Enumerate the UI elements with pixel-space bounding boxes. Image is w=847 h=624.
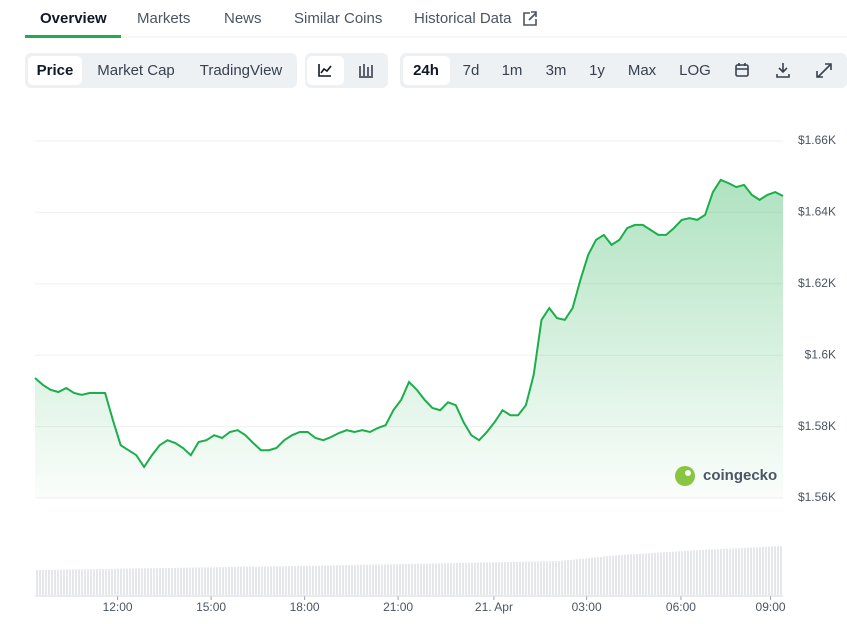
x-tick-label: 06:00	[666, 600, 696, 614]
y-tick-label: $1.56K	[798, 490, 836, 504]
line-icon[interactable]	[318, 64, 332, 77]
download-icon[interactable]	[776, 63, 790, 78]
x-tick-label: 12:00	[103, 600, 133, 614]
x-tick-label: 18:00	[290, 600, 320, 614]
external-link-icon	[523, 11, 537, 26]
tab[interactable]: Overview	[40, 10, 107, 27]
tab[interactable]: Similar Coins	[294, 10, 382, 27]
active-button	[403, 56, 450, 85]
x-tick-label: 03:00	[572, 600, 602, 614]
y-tick-label: $1.6K	[805, 347, 836, 361]
y-tick-label: $1.62K	[798, 276, 836, 290]
range-button[interactable]: Max	[628, 62, 657, 79]
active-button	[28, 56, 82, 85]
range-button[interactable]: 1m	[502, 62, 523, 79]
x-tick-label: 21. Apr	[475, 600, 513, 614]
tab-underline	[25, 35, 121, 38]
price-area	[35, 179, 783, 498]
y-tick-label: $1.66K	[798, 133, 836, 147]
expand-icon[interactable]	[816, 63, 832, 78]
y-tick-label: $1.64K	[798, 205, 836, 219]
tab[interactable]: Markets	[137, 10, 190, 27]
volume-bars	[35, 546, 783, 595]
chart-kind-button[interactable]: TradingView	[200, 62, 283, 79]
watermark: coingecko	[703, 467, 777, 484]
x-tick-label: 09:00	[756, 600, 786, 614]
range-button[interactable]: 1y	[589, 62, 605, 79]
range-button[interactable]: 3m	[546, 62, 567, 79]
x-tick-label: 21:00	[383, 600, 413, 614]
range-button[interactable]: 24h	[413, 62, 439, 79]
candle-icon[interactable]	[359, 64, 373, 78]
range-group	[400, 53, 847, 88]
calendar-icon[interactable]	[735, 63, 749, 77]
range-button[interactable]: LOG	[679, 62, 711, 79]
kind-group	[25, 53, 297, 88]
x-tick-label: 15:00	[196, 600, 226, 614]
chart-kind-button[interactable]: Market Cap	[97, 62, 175, 79]
range-button[interactable]: 7d	[463, 62, 480, 79]
chart-kind-button[interactable]: Price	[37, 62, 74, 79]
tab[interactable]: Historical Data	[414, 10, 512, 27]
tab[interactable]: News	[224, 10, 262, 27]
y-tick-label: $1.58K	[798, 419, 836, 433]
price-line	[34, 178, 784, 469]
